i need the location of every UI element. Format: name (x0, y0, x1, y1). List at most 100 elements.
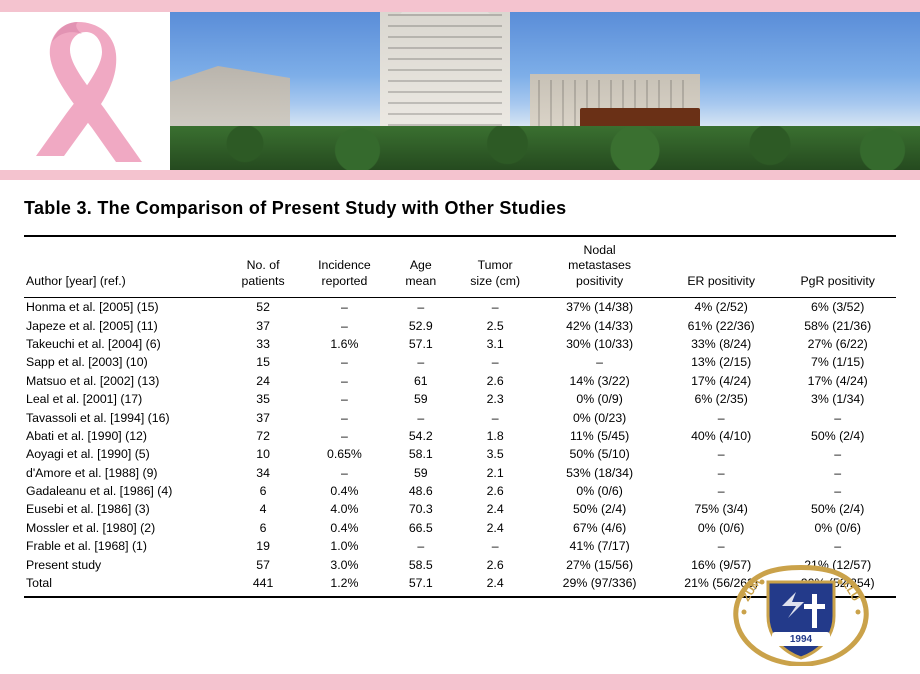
table-header-cell: Author [year] (ref.) (24, 237, 225, 298)
table-cell: 54.2 (388, 427, 454, 445)
table-cell: 50% (2/4) (779, 500, 896, 518)
table-header-cell: Agemean (388, 237, 454, 298)
table-cell: 13% (2/15) (663, 353, 780, 371)
table-cell: – (301, 316, 387, 334)
table-cell: 37 (225, 316, 301, 334)
table-row: Takeuchi et al. [2004] (6)331.6%57.13.13… (24, 335, 896, 353)
table-cell: – (536, 353, 663, 371)
table-cell: 3.0% (301, 555, 387, 573)
table-header-cell: Nodalmetastasespositivity (536, 237, 663, 298)
table-cell: – (301, 372, 387, 390)
banner-trees (170, 126, 920, 170)
table-cell: 11% (5/45) (536, 427, 663, 445)
table-cell: 52 (225, 298, 301, 317)
logo-text-llu: LLU (840, 579, 862, 604)
table-cell: 10 (225, 445, 301, 463)
logo-year: 1994 (790, 634, 813, 645)
table-cell: Leal et al. [2001] (17) (24, 390, 225, 408)
table-cell: 6 (225, 519, 301, 537)
table-cell: 75% (3/4) (663, 500, 780, 518)
banner (0, 12, 920, 170)
table-cell: Tavassoli et al. [1994] (16) (24, 408, 225, 426)
table-cell: 57.1 (388, 574, 454, 597)
ribbon-icon (20, 16, 150, 170)
table-cell: 2.4 (454, 519, 536, 537)
table-row: Aoyagi et al. [1990] (5)100.65%58.13.550… (24, 445, 896, 463)
table-cell: 42% (14/33) (536, 316, 663, 334)
mid-pink-bar (0, 170, 920, 180)
table-cell: 3.5 (454, 445, 536, 463)
table-cell: 3.1 (454, 335, 536, 353)
table-cell: 2.5 (454, 316, 536, 334)
shield-logo-icon: ZUM LLU 1994 (726, 560, 876, 666)
institution-logo: ZUM LLU 1994 (726, 560, 876, 666)
table-cell: – (301, 353, 387, 371)
table-cell: – (301, 298, 387, 317)
table-cell: 50% (5/10) (536, 445, 663, 463)
table-cell: Honma et al. [2005] (15) (24, 298, 225, 317)
table-cell: 7% (1/15) (779, 353, 896, 371)
table-cell: 66.5 (388, 519, 454, 537)
table-cell: – (454, 353, 536, 371)
table-cell: 58.1 (388, 445, 454, 463)
table-cell: 57 (225, 555, 301, 573)
table-row: Honma et al. [2005] (15)52–––37% (14/38)… (24, 298, 896, 317)
table-cell: d'Amore et al. [1988] (9) (24, 463, 225, 481)
table-cell: 52.9 (388, 316, 454, 334)
table-cell: Japeze et al. [2005] (11) (24, 316, 225, 334)
table-header-cell: ER positivity (663, 237, 780, 298)
table-cell: 1.6% (301, 335, 387, 353)
top-pink-bar (0, 0, 920, 12)
table-cell: 0% (0/23) (536, 408, 663, 426)
table-cell: 17% (4/24) (779, 372, 896, 390)
table-header-cell: Tumorsize (cm) (454, 237, 536, 298)
table-cell: Present study (24, 555, 225, 573)
ribbon-container (0, 12, 170, 170)
table-cell: 37 (225, 408, 301, 426)
table-cell: – (779, 463, 896, 481)
table-cell: Aoyagi et al. [1990] (5) (24, 445, 225, 463)
table-cell: 57.1 (388, 335, 454, 353)
table-header-cell: PgR positivity (779, 237, 896, 298)
table-cell: 0.4% (301, 519, 387, 537)
bottom-pink-bar (0, 674, 920, 690)
table-cell: 2.6 (454, 372, 536, 390)
banner-photo (170, 12, 920, 170)
table-cell: 41% (7/17) (536, 537, 663, 555)
table-cell: 4 (225, 500, 301, 518)
table-cell: 59 (388, 463, 454, 481)
table-cell: 0% (0/9) (536, 390, 663, 408)
table-cell: – (454, 537, 536, 555)
table-cell: 2.3 (454, 390, 536, 408)
table-cell: 1.2% (301, 574, 387, 597)
table-cell: – (779, 482, 896, 500)
table-cell: 58.5 (388, 555, 454, 573)
table-cell: 29% (97/336) (536, 574, 663, 597)
table-cell: 2.1 (454, 463, 536, 481)
table-cell: 61 (388, 372, 454, 390)
table-cell: 0% (0/6) (663, 519, 780, 537)
table-title: Table 3. The Comparison of Present Study… (24, 198, 896, 219)
table-header-row: Author [year] (ref.)No. ofpatientsIncide… (24, 237, 896, 298)
table-cell: 2.4 (454, 574, 536, 597)
table-cell: Frable et al. [1968] (1) (24, 537, 225, 555)
table-cell: 30% (10/33) (536, 335, 663, 353)
table-cell: 1.0% (301, 537, 387, 555)
table-cell: 50% (2/4) (779, 427, 896, 445)
table-cell: – (454, 408, 536, 426)
table-cell: 67% (4/6) (536, 519, 663, 537)
table-row: Mossler et al. [1980] (2)60.4%66.52.467%… (24, 519, 896, 537)
table-cell: Eusebi et al. [1986] (3) (24, 500, 225, 518)
table-cell: – (388, 537, 454, 555)
table-row: Japeze et al. [2005] (11)37–52.92.542% (… (24, 316, 896, 334)
table-cell: 24 (225, 372, 301, 390)
table-cell: 17% (4/24) (663, 372, 780, 390)
table-cell: – (301, 427, 387, 445)
table-row: d'Amore et al. [1988] (9)34–592.153% (18… (24, 463, 896, 481)
table-cell: 19 (225, 537, 301, 555)
table-cell: – (454, 298, 536, 317)
table-cell: 2.6 (454, 555, 536, 573)
table-cell: 2.6 (454, 482, 536, 500)
table-cell: 0% (0/6) (779, 519, 896, 537)
table-cell: – (663, 445, 780, 463)
